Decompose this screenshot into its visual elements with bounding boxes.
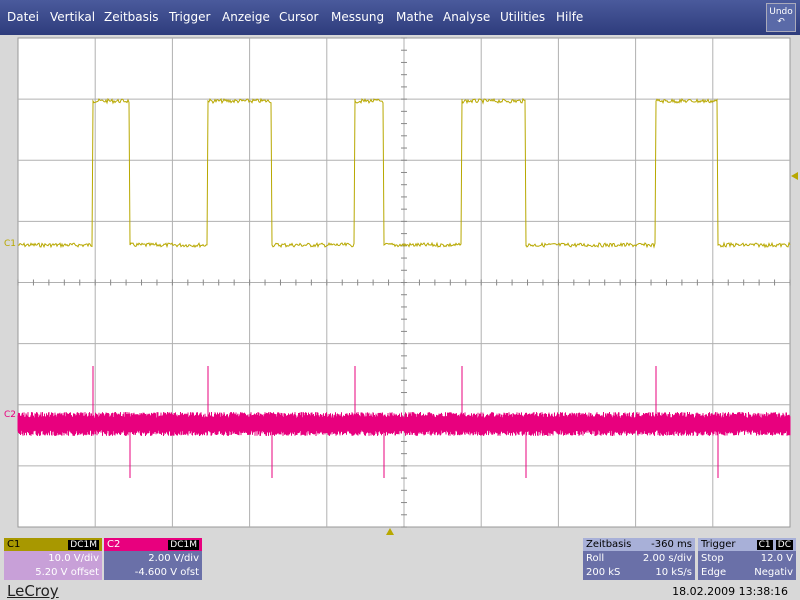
timebase-box[interactable]: Zeitbasis -360 ms Roll 2.00 s/div 200 kS 10… [583, 538, 695, 580]
c2-box[interactable]: C2 DC1M 2.00 V/div -4.600 V ofst [104, 538, 202, 580]
menu-bar: Datei Vertikal Zeitbasis Trigger Anzeige Curs… [0, 0, 800, 35]
tdiv: 2.00 s/div [642, 552, 692, 564]
menu-item[interactable]: Mathe [396, 10, 434, 24]
c1-trace [17, 97, 791, 249]
menu-item[interactable]: Utilities [500, 10, 546, 24]
menu-item[interactable]: Anzeige [222, 10, 270, 24]
trigger-slope: Negativ [754, 566, 793, 578]
timebase-delay: -360 ms [651, 539, 692, 550]
rate: 10 kS/s [655, 566, 692, 578]
timebase-title: Zeitbasis [586, 539, 632, 550]
trigger-source: C1 [756, 540, 773, 550]
c1-box[interactable]: C1 DC1M 10.0 V/div 5.20 V offset [4, 538, 102, 580]
trigger-coupling: DC [775, 540, 793, 550]
trigger-slope-label: Edge [701, 566, 727, 578]
menu-item[interactable]: Zeitbasis [104, 10, 159, 24]
trigger-time-marker [386, 528, 394, 535]
trigger-title: Trigger [701, 539, 736, 550]
undo-label: Undo [769, 7, 793, 17]
menu-item[interactable]: Trigger [169, 10, 211, 24]
c1-marker: C1 [4, 239, 16, 249]
menu-item[interactable]: Messung [331, 10, 385, 24]
coupling: DC1M [168, 539, 199, 550]
offset: -4.600 V ofst [134, 566, 199, 578]
menu-item[interactable]: Vertikal [50, 10, 96, 24]
coupling: DC1M [68, 539, 99, 550]
channel-label: C1 [7, 539, 21, 550]
timestamp: 18.02.2009 13:38:16 [672, 585, 788, 598]
c2-trace [17, 366, 791, 478]
trigger-level: 12.0 V [760, 552, 793, 564]
mode: Roll [586, 552, 605, 564]
vdiv: 2.00 V/div [148, 552, 199, 564]
menu-item[interactable]: Analyse [443, 10, 491, 24]
trigger-level-marker [791, 172, 798, 180]
trigger-box[interactable]: Trigger C1 DC Stop 12.0 V Edge Negativ [698, 538, 796, 580]
channel-label: C2 [107, 539, 121, 550]
trigger-mode: Stop [701, 552, 724, 564]
brand: LeCroy [7, 582, 59, 600]
menu-item[interactable]: Hilfe [556, 10, 584, 24]
samples: 200 kS [586, 566, 621, 578]
undo-button[interactable]: Undo ↶ [766, 3, 796, 32]
c2-marker: C2 [4, 410, 16, 420]
offset: 5.20 V offset [35, 566, 99, 578]
vdiv: 10.0 V/div [48, 552, 99, 564]
menu-item[interactable]: Cursor [279, 10, 319, 24]
menu-item[interactable]: Datei [7, 10, 40, 24]
